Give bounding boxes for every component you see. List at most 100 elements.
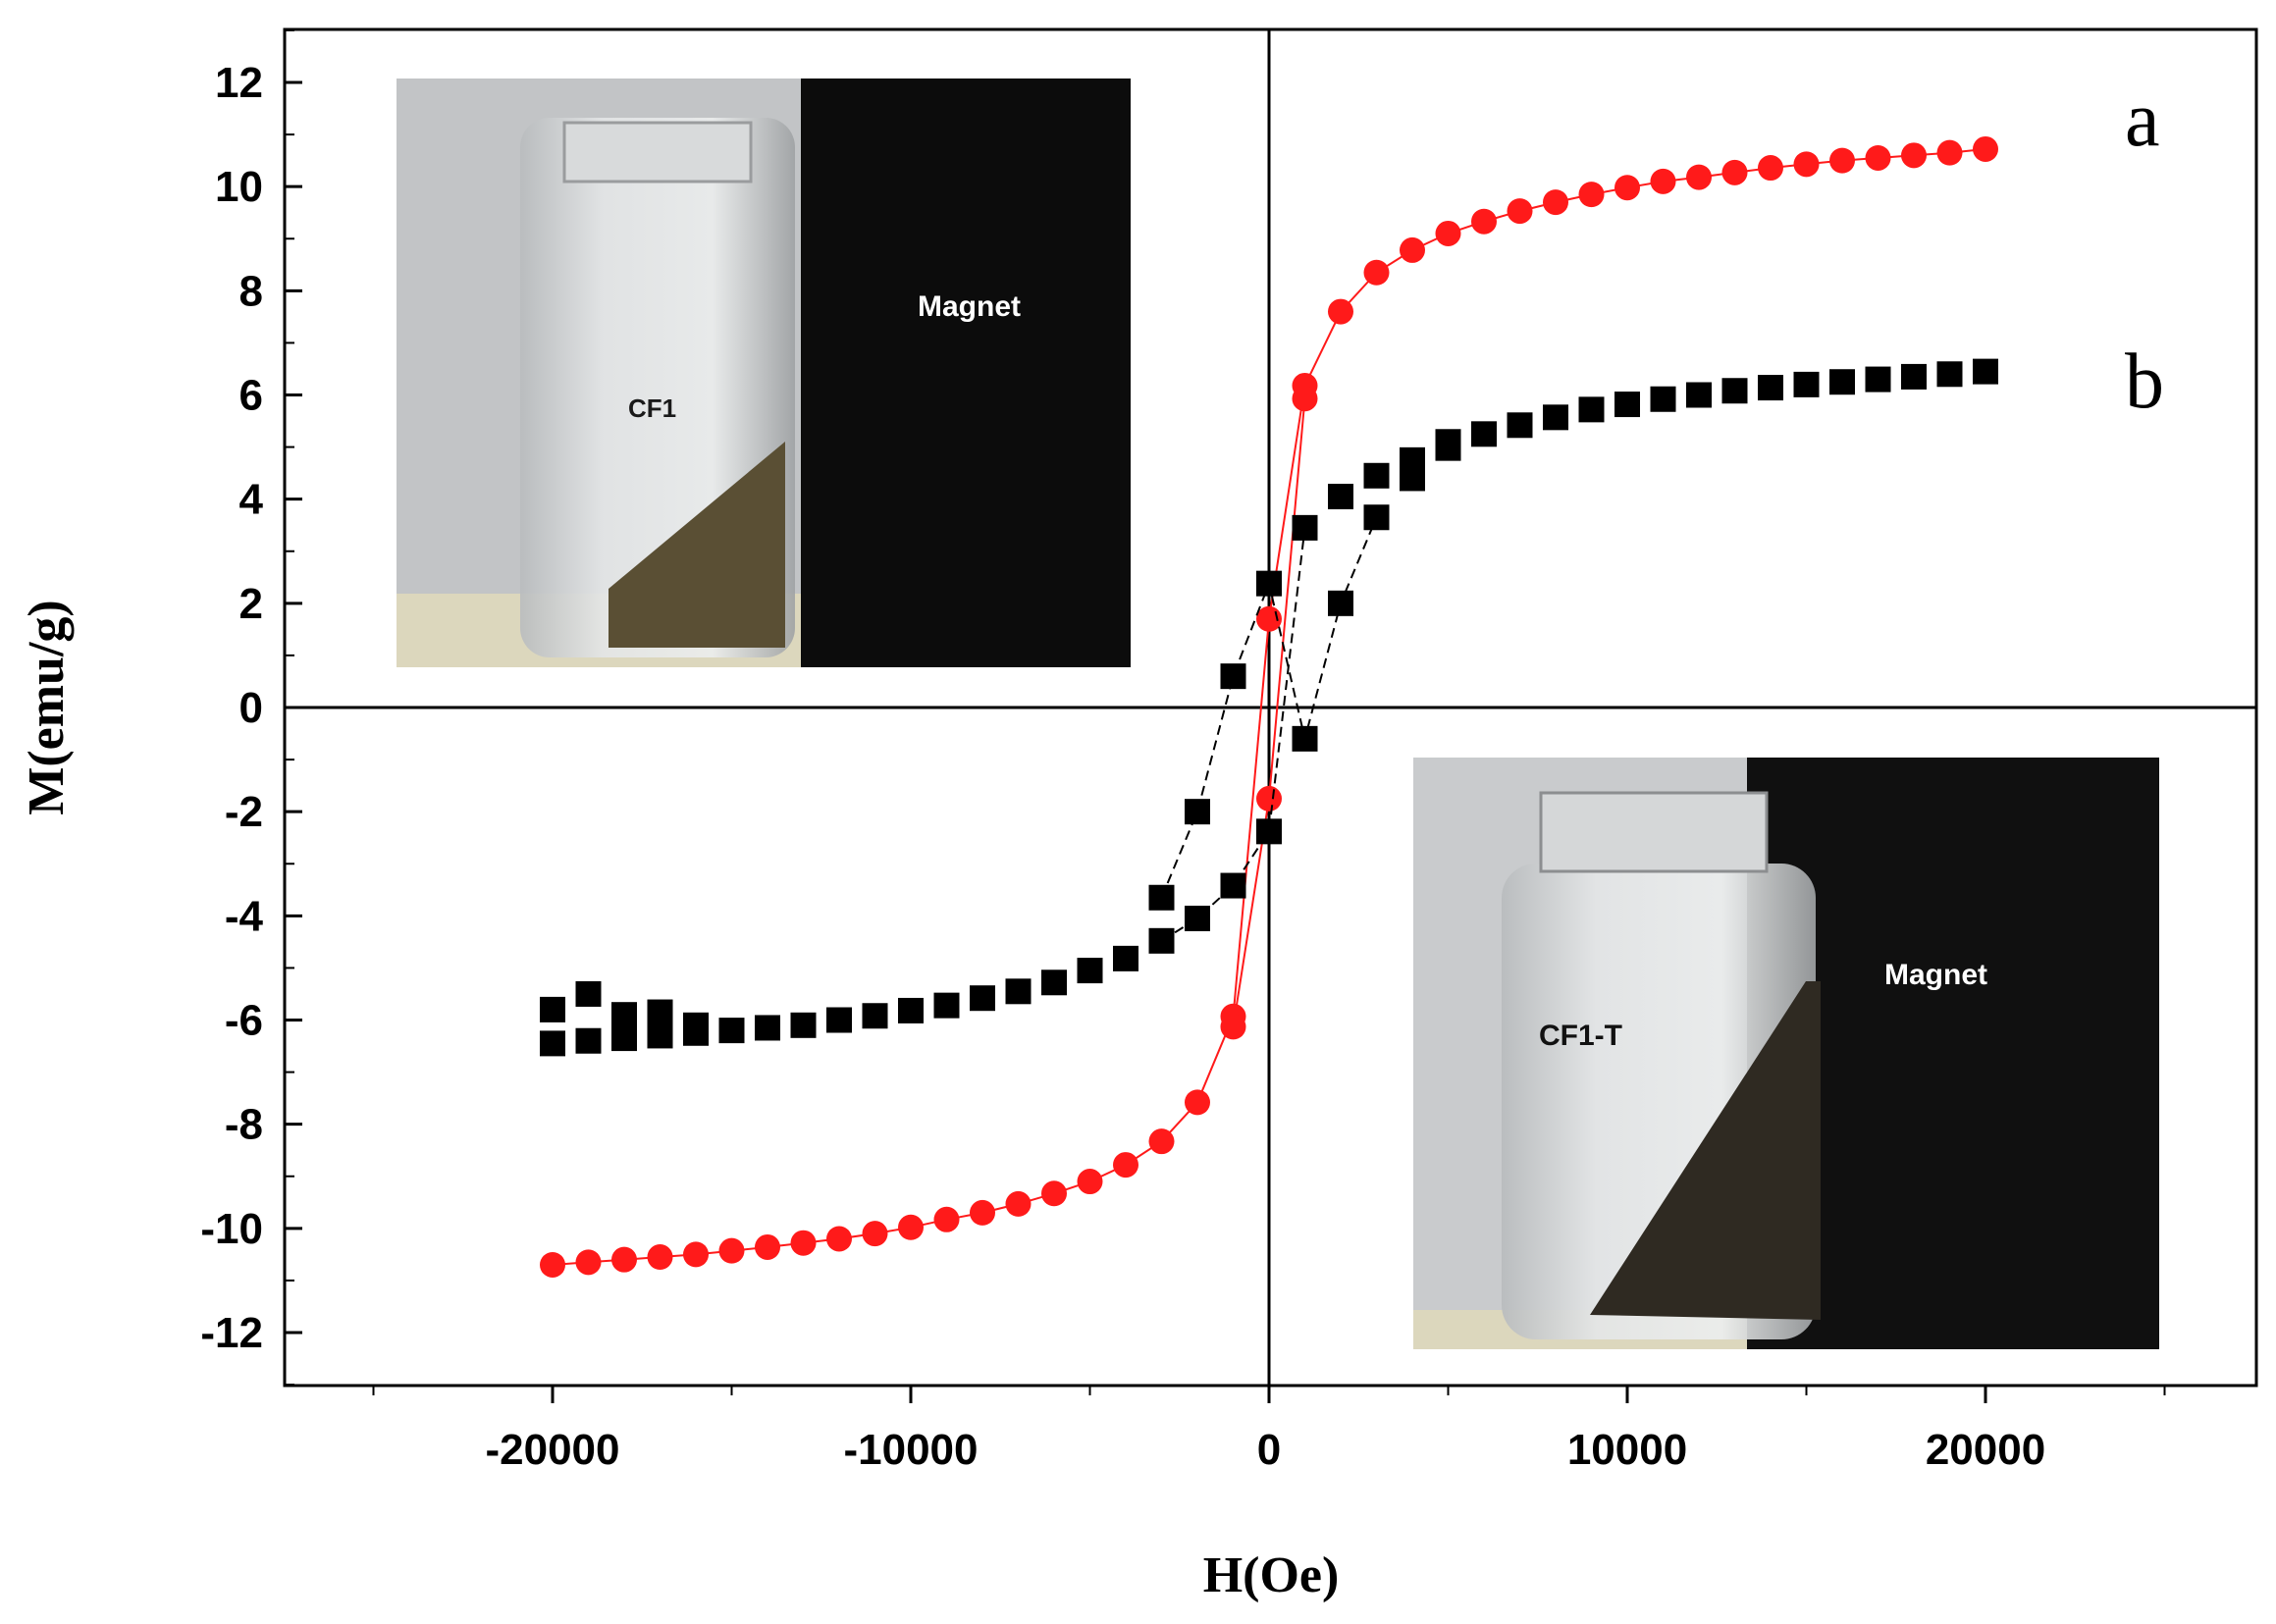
data-point-b: [540, 996, 565, 1022]
y-tick-label: 2: [239, 580, 263, 628]
data-point-a: [1578, 182, 1605, 208]
inset-sample-label-cf1: CF1: [628, 393, 676, 423]
data-point-a: [1077, 1169, 1103, 1195]
data-point-a: [575, 1249, 602, 1276]
data-point-a: [540, 1251, 565, 1278]
data-point-a: [611, 1246, 637, 1273]
data-point-b: [611, 1025, 637, 1052]
data-point-b: [1614, 392, 1640, 418]
data-point-a: [1865, 144, 1891, 171]
magnet-block: [801, 79, 1131, 667]
data-point-b: [611, 1002, 637, 1028]
curve-label-a: a: [2125, 77, 2160, 163]
data-point-b: [540, 1030, 565, 1057]
data-point-a: [1041, 1180, 1067, 1207]
data-point-a: [1543, 189, 1568, 216]
y-tick-label: 6: [239, 372, 263, 420]
data-point-b: [1758, 375, 1783, 401]
data-point-b: [1973, 358, 1998, 385]
inset-photo-cf1-t: CF1-T Magnet: [1413, 758, 2159, 1349]
y-tick-label: -12: [200, 1309, 263, 1357]
data-point-b: [647, 999, 673, 1025]
data-point-a: [970, 1199, 995, 1226]
data-point-b: [1650, 386, 1676, 412]
data-point-a: [1686, 164, 1712, 190]
data-point-b: [1400, 465, 1425, 492]
data-point-b: [1005, 978, 1032, 1005]
data-point-b: [970, 985, 995, 1012]
data-point-b: [1292, 725, 1318, 752]
data-point-b: [1686, 382, 1712, 408]
data-point-b: [683, 1020, 709, 1046]
x-axis-title: H(Oe): [1203, 1547, 1340, 1603]
x-tick-label: 10000: [1567, 1426, 1687, 1474]
data-point-a: [683, 1241, 709, 1268]
data-point-a: [1113, 1152, 1138, 1179]
data-point-a: [1793, 151, 1820, 178]
data-point-b: [1328, 484, 1353, 510]
data-point-a: [1650, 168, 1676, 194]
data-point-b: [898, 997, 924, 1023]
series-b: [540, 358, 1998, 1057]
data-point-a: [1328, 298, 1353, 325]
x-tick-label: 0: [1257, 1426, 1281, 1474]
data-point-a: [1901, 142, 1927, 169]
y-tick-label: -4: [225, 892, 264, 940]
x-tick-label: 20000: [1926, 1426, 2045, 1474]
data-series: [540, 135, 1998, 1278]
data-point-b: [1292, 514, 1318, 541]
data-point-a: [1614, 175, 1640, 201]
y-tick-label: 4: [239, 476, 264, 524]
data-point-a: [1973, 135, 1998, 162]
data-point-b: [1543, 404, 1568, 431]
y-tick-label: 8: [239, 267, 263, 315]
y-axis-title: M(emu/g): [19, 600, 75, 814]
data-point-b: [1113, 945, 1138, 971]
data-point-a: [933, 1206, 960, 1232]
data-point-b: [1328, 590, 1353, 616]
inset-magnet-label-top: Magnet: [918, 290, 1021, 323]
data-point-b: [1185, 799, 1210, 825]
data-point-a: [1507, 198, 1533, 225]
series-line-b: [1160, 527, 1306, 942]
data-point-b: [1507, 412, 1533, 439]
data-point-b: [1220, 663, 1246, 690]
data-point-b: [1471, 421, 1497, 447]
y-tick-label: -10: [200, 1205, 263, 1253]
data-point-b: [647, 1022, 673, 1049]
data-point-b: [575, 980, 602, 1007]
y-tick-label: -8: [225, 1101, 263, 1149]
data-point-a: [1721, 159, 1748, 185]
curve-label-b: b: [2125, 339, 2164, 425]
data-point-a: [718, 1237, 745, 1264]
y-tick-label: 10: [215, 163, 263, 211]
data-point-b: [1901, 363, 1927, 390]
data-point-b: [1435, 429, 1461, 455]
data-point-b: [1363, 462, 1390, 489]
data-point-b: [1829, 369, 1855, 395]
data-point-b: [1041, 969, 1067, 996]
data-point-a: [1758, 155, 1783, 182]
powder-sediment: [609, 442, 785, 648]
data-point-b: [1256, 570, 1282, 597]
x-tick-label: -20000: [485, 1426, 619, 1474]
data-point-b: [1220, 872, 1246, 899]
data-point-b: [1865, 366, 1891, 393]
data-point-b: [1148, 927, 1175, 954]
inset-magnet-label-bottom: Magnet: [1884, 959, 1987, 991]
data-point-b: [1936, 361, 1963, 388]
data-point-a: [1936, 139, 1963, 166]
data-point-b: [1185, 905, 1210, 931]
data-point-b: [862, 1003, 888, 1029]
data-point-b: [1077, 958, 1103, 984]
data-point-a: [898, 1214, 924, 1240]
data-point-b: [826, 1007, 852, 1033]
data-point-a: [1471, 208, 1497, 235]
data-point-b: [1578, 396, 1605, 423]
data-point-a: [755, 1233, 780, 1260]
data-point-a: [1220, 1014, 1246, 1040]
data-point-b: [1256, 818, 1282, 845]
data-point-a: [647, 1244, 673, 1271]
